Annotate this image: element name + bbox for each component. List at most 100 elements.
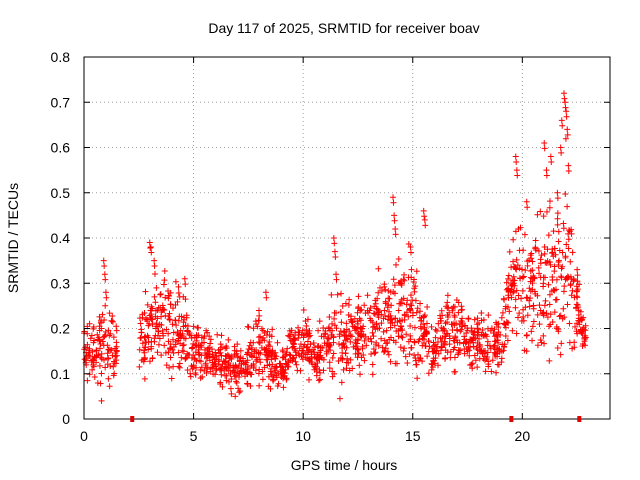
- data-point: [182, 335, 189, 342]
- data-point: [359, 345, 366, 352]
- data-point: [391, 322, 398, 329]
- data-point: [468, 361, 475, 368]
- data-point: [309, 361, 316, 368]
- data-point: [381, 307, 388, 314]
- data-point: [109, 318, 116, 325]
- data-point: [186, 351, 193, 358]
- data-point: [101, 271, 108, 278]
- data-point: [385, 295, 392, 302]
- data-point: [165, 349, 172, 356]
- data-point: [546, 291, 553, 298]
- data-point: [98, 350, 105, 357]
- data-point: [540, 283, 547, 290]
- data-point: [166, 310, 173, 317]
- data-point: [93, 359, 100, 366]
- data-point: [516, 275, 523, 282]
- data-point: [217, 346, 224, 353]
- data-point: [403, 309, 410, 316]
- data-point: [358, 354, 365, 361]
- data-point: [465, 340, 472, 347]
- data-point: [376, 308, 383, 315]
- data-point: [244, 357, 251, 364]
- data-point: [289, 355, 296, 362]
- data-point: [573, 301, 580, 308]
- data-point: [232, 393, 239, 400]
- data-point: [378, 320, 385, 327]
- data-point: [530, 272, 537, 279]
- data-point: [196, 351, 203, 358]
- data-point: [246, 369, 253, 376]
- data-point: [159, 327, 166, 334]
- data-point: [305, 356, 312, 363]
- data-point: [157, 290, 164, 297]
- data-point: [564, 301, 571, 308]
- data-point: [546, 204, 553, 211]
- data-point: [379, 344, 386, 351]
- data-point: [418, 318, 425, 325]
- data-point: [512, 264, 519, 271]
- data-point: [182, 281, 189, 288]
- data-point: [555, 238, 562, 245]
- data-point: [338, 379, 345, 386]
- y-tick-label: 0.7: [51, 94, 71, 110]
- data-point: [161, 342, 168, 349]
- data-point: [406, 306, 413, 313]
- data-point: [175, 283, 182, 290]
- data-point: [464, 327, 471, 334]
- data-point: [541, 145, 548, 152]
- data-point: [560, 90, 567, 97]
- data-point: [194, 324, 201, 331]
- data-point: [375, 342, 382, 349]
- data-point: [401, 271, 408, 278]
- y-tick-label: 0.4: [51, 230, 71, 246]
- data-point: [162, 349, 169, 356]
- data-point: [237, 387, 244, 394]
- data-point: [547, 153, 554, 160]
- data-point: [320, 356, 327, 363]
- data-point: [213, 353, 220, 360]
- data-point: [91, 373, 98, 380]
- data-point: [258, 325, 265, 332]
- x-tick-label: 10: [295, 428, 311, 444]
- data-point: [442, 355, 449, 362]
- data-point: [421, 336, 428, 343]
- data-point: [303, 326, 310, 333]
- data-point: [505, 275, 512, 282]
- data-point: [392, 315, 399, 322]
- y-tick-label: 0.1: [51, 366, 71, 382]
- data-point: [331, 240, 338, 247]
- data-point: [203, 369, 210, 376]
- data-point: [574, 278, 581, 285]
- data-point: [267, 368, 274, 375]
- data-point: [543, 172, 550, 179]
- data-point: [435, 362, 442, 369]
- data-point: [90, 363, 97, 370]
- data-point: [368, 351, 375, 358]
- data-point: [292, 349, 299, 356]
- data-point: [188, 334, 195, 341]
- data-point: [204, 329, 211, 336]
- data-point: [452, 333, 459, 340]
- data-point: [412, 283, 419, 290]
- data-point: [548, 158, 555, 165]
- data-point: [187, 370, 194, 377]
- data-point: [385, 287, 392, 294]
- data-point: [466, 347, 473, 354]
- data-point: [329, 327, 336, 334]
- data-point: [255, 338, 262, 345]
- data-point: [418, 325, 425, 332]
- data-point: [225, 367, 232, 374]
- data-point: [255, 317, 262, 324]
- data-point: [524, 312, 531, 319]
- data-point: [541, 302, 548, 309]
- data-point: [102, 364, 109, 371]
- data-point: [392, 360, 399, 367]
- data-point: [247, 382, 254, 389]
- data-point: [113, 327, 120, 334]
- data-point: [331, 309, 338, 316]
- data-point: [314, 360, 321, 367]
- data-point: [289, 344, 296, 351]
- data-point: [197, 375, 204, 382]
- data-point: [471, 316, 478, 323]
- data-point: [218, 352, 225, 359]
